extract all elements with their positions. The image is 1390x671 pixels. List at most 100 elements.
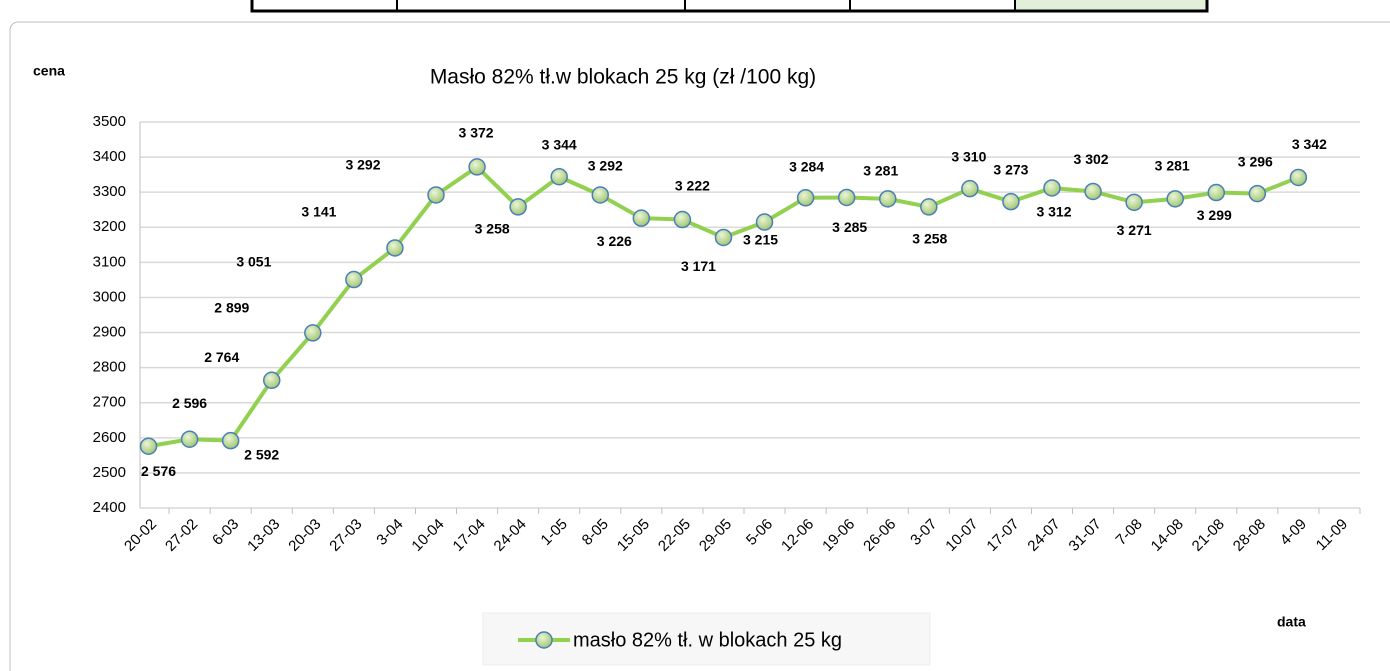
marker bbox=[796, 189, 815, 207]
marker bbox=[1084, 182, 1102, 201]
y-tick-label: 3500 bbox=[93, 113, 126, 130]
marker bbox=[920, 198, 938, 216]
y-tick-label: 3000 bbox=[93, 288, 126, 305]
y-tick-label: 3100 bbox=[93, 253, 126, 270]
data-label: 3 281 bbox=[863, 163, 898, 179]
x-tick-label: 11-09 bbox=[1313, 516, 1351, 554]
legend-label: masło 82% tł. w blokach 25 kg bbox=[573, 629, 842, 651]
x-tick-label: 12-06 bbox=[778, 516, 817, 555]
x-tick-label: 22-05 bbox=[655, 516, 694, 555]
data-label: 3 342 bbox=[1292, 136, 1327, 152]
y-tick-label: 2600 bbox=[93, 429, 126, 446]
x-tick-label: 14-08 bbox=[1148, 516, 1187, 555]
x-tick-label: 19-06 bbox=[819, 516, 858, 555]
marker bbox=[714, 228, 733, 247]
x-tick-label: 6-03 bbox=[209, 516, 242, 549]
data-label: 3 284 bbox=[789, 158, 824, 174]
x-tick-label: 17-04 bbox=[450, 516, 489, 555]
y-tick-label: 3200 bbox=[93, 218, 126, 235]
marker bbox=[221, 431, 240, 450]
marker bbox=[1125, 193, 1143, 212]
data-label: 2 592 bbox=[244, 446, 279, 462]
marker bbox=[509, 198, 527, 216]
marker bbox=[632, 209, 651, 227]
data-label: 3 258 bbox=[912, 231, 947, 247]
marker bbox=[1166, 190, 1184, 208]
y-tick-label: 3300 bbox=[93, 183, 126, 200]
x-tick-label: 15-05 bbox=[614, 516, 653, 555]
x-tick-label: 10-04 bbox=[408, 516, 447, 555]
legend-marker bbox=[535, 631, 553, 649]
x-tick-label: 13-03 bbox=[244, 516, 283, 555]
data-label: 3 310 bbox=[951, 148, 986, 164]
x-tick-label: 7-08 bbox=[1113, 516, 1146, 549]
data-label: 2 596 bbox=[172, 395, 207, 411]
y-tick-label: 2400 bbox=[93, 499, 126, 516]
marker bbox=[550, 167, 568, 186]
x-tick-label: 10-07 bbox=[942, 516, 981, 555]
x-tick-label: 20-02 bbox=[121, 516, 160, 555]
x-tick-label: 28-08 bbox=[1230, 516, 1269, 555]
x-tick-label: 27-03 bbox=[326, 516, 365, 555]
x-tick-label: 3-04 bbox=[373, 516, 406, 549]
data-label: 3 171 bbox=[681, 258, 716, 274]
marker bbox=[1043, 179, 1061, 197]
marker bbox=[591, 186, 610, 204]
data-label: 3 285 bbox=[832, 219, 867, 235]
chart-title: Masło 82% tł.w blokach 25 kg (zł /100 kg… bbox=[430, 66, 816, 89]
data-label: 3 258 bbox=[475, 221, 510, 237]
marker bbox=[345, 270, 363, 289]
marker bbox=[837, 188, 856, 207]
x-tick-label: 8-05 bbox=[579, 516, 612, 549]
marker bbox=[1207, 183, 1226, 202]
x-tick-label: 29-05 bbox=[696, 516, 735, 555]
marker bbox=[304, 324, 322, 342]
x-tick-label: 27-02 bbox=[162, 516, 201, 555]
data-label: 3 292 bbox=[588, 158, 623, 174]
x-tick-label: 21-08 bbox=[1189, 516, 1228, 555]
x-tick-label: 3-07 bbox=[907, 516, 940, 549]
marker bbox=[1289, 168, 1308, 187]
data-label: 3 372 bbox=[459, 125, 494, 141]
y-tick-label: 2700 bbox=[93, 394, 126, 411]
marker bbox=[468, 158, 486, 176]
marker bbox=[427, 186, 445, 204]
data-label: 3 222 bbox=[675, 177, 710, 193]
y-tick-label: 2500 bbox=[93, 464, 126, 481]
marker bbox=[139, 437, 158, 455]
data-label: 3 344 bbox=[542, 136, 577, 152]
chart-border bbox=[9, 21, 1390, 671]
marker bbox=[961, 179, 979, 198]
data-label: 3 215 bbox=[743, 232, 778, 248]
data-label: 3 051 bbox=[236, 253, 271, 269]
data-label: 3 273 bbox=[993, 161, 1028, 177]
y-tick-label: 2800 bbox=[93, 359, 126, 376]
x-tick-label: 20-03 bbox=[285, 516, 324, 555]
x-tick-label: 24-04 bbox=[491, 516, 530, 555]
marker bbox=[180, 430, 199, 448]
top-table bbox=[250, 0, 1209, 13]
data-label: 3 312 bbox=[1036, 204, 1071, 220]
marker bbox=[878, 190, 897, 208]
data-label: 3 302 bbox=[1074, 151, 1109, 167]
data-label: 2 899 bbox=[214, 300, 249, 316]
x-tick-label: 1-05 bbox=[538, 516, 571, 549]
data-label: 3 271 bbox=[1117, 222, 1152, 238]
marker bbox=[386, 239, 404, 257]
x-axis-label: data bbox=[1277, 614, 1306, 630]
data-label: 3 299 bbox=[1197, 207, 1232, 223]
x-tick-label: 5-06 bbox=[743, 516, 776, 549]
x-tick-label: 26-06 bbox=[860, 516, 899, 555]
y-tick-label: 2900 bbox=[93, 324, 126, 341]
data-label: 3 281 bbox=[1155, 158, 1190, 174]
x-tick-label: 17-07 bbox=[983, 516, 1022, 555]
y-tick-label: 3400 bbox=[93, 148, 126, 165]
marker bbox=[755, 213, 774, 231]
data-label: 2 764 bbox=[204, 349, 239, 365]
x-tick-label: 24-07 bbox=[1024, 516, 1063, 555]
marker bbox=[1248, 184, 1267, 203]
x-tick-label: 4-09 bbox=[1277, 516, 1310, 549]
data-label: 3 141 bbox=[301, 204, 336, 220]
data-label: 3 226 bbox=[597, 233, 632, 249]
